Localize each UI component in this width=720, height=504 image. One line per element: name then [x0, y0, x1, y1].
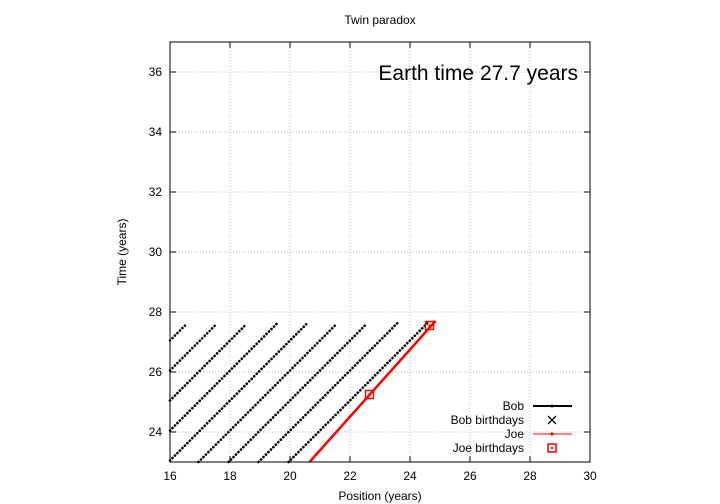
bob-segment-4 — [168, 322, 308, 462]
joe-birthday-marker — [364, 389, 375, 400]
legend-label: Joe birthdays — [453, 441, 524, 455]
legend-joe-birthday-square — [547, 443, 557, 453]
y-tick-label: 24 — [149, 425, 163, 439]
bob-segment-2 — [168, 322, 248, 402]
grid — [170, 42, 590, 462]
legend-label: Bob birthdays — [451, 413, 524, 427]
x-tick-label: 24 — [403, 469, 417, 483]
legend-joe-birthday-center — [551, 447, 553, 449]
bob-segment-1 — [168, 322, 218, 372]
x-tick-label: 20 — [283, 469, 297, 483]
series-layer — [168, 319, 437, 464]
joe-birthday-center — [368, 393, 371, 396]
joe-birthday-marker — [424, 320, 435, 331]
y-tick-label: 30 — [149, 245, 163, 259]
y-tick-label: 32 — [149, 185, 163, 199]
legend-joe-dot — [550, 432, 554, 436]
earth-time-annotation: Earth time 27.7 years — [378, 62, 578, 85]
bob-segment-3 — [168, 322, 278, 432]
bob-segment-6 — [227, 322, 368, 464]
bob-segment-0 — [168, 322, 188, 342]
y-axis-title: Time (years) — [115, 219, 129, 286]
x-axis-title: Position (years) — [338, 489, 421, 503]
joe-line — [308, 320, 437, 463]
axis-ticks: 16 18 20 22 24 26 28 30 24 26 28 30 32 34 36 — [149, 42, 597, 483]
legend-label: Bob — [503, 399, 525, 413]
x-tick-label: 22 — [343, 469, 357, 483]
x-tick-label: 26 — [463, 469, 477, 483]
bob-segment-8 — [287, 321, 430, 464]
x-tick-label: 30 — [583, 469, 597, 483]
y-tick-label: 34 — [149, 125, 163, 139]
joe-birthday-center — [428, 324, 431, 327]
x-tick-label: 18 — [223, 469, 237, 483]
x-tick-label: 28 — [523, 469, 537, 483]
y-tick-label: 36 — [149, 65, 163, 79]
bob-segment-5 — [197, 322, 338, 464]
legend-bob-birthday-cross — [547, 415, 557, 425]
x-tick-label: 16 — [163, 469, 177, 483]
legend-bob-dot — [550, 404, 554, 408]
y-tick-label: 26 — [149, 365, 163, 379]
chart-title: Twin paradox — [344, 13, 415, 27]
y-tick-label: 28 — [149, 305, 163, 319]
legend-label: Joe — [505, 427, 525, 441]
